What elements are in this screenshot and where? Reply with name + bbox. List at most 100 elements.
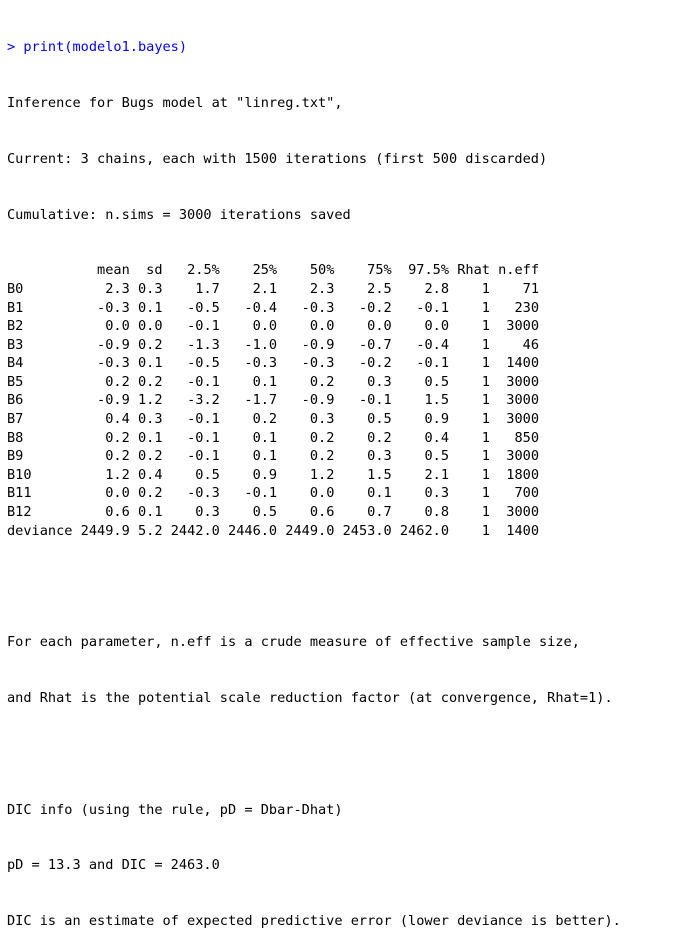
table-row: B7 0.4 0.3 -0.1 0.2 0.3 0.5 0.9 1 3000	[7, 410, 621, 429]
table-cell: 50%	[277, 262, 335, 279]
table-cell: -0.3	[277, 355, 335, 372]
row-label: deviance	[7, 522, 73, 539]
table-cell: -0.9	[72, 392, 130, 409]
table-cell: 0.2	[277, 448, 335, 465]
table-cell: 2.3	[277, 280, 335, 297]
table-cell: -0.2	[334, 355, 392, 372]
table-cell: 2449.9	[72, 522, 130, 539]
table-cell: 850	[489, 429, 540, 446]
table-cell: 0.0	[277, 318, 335, 335]
table-row: B10 1.2 0.4 0.5 0.9 1.2 1.5 2.1 1 1800	[7, 466, 621, 485]
table-cell: 75%	[334, 262, 392, 279]
table-cell: 3000	[489, 318, 540, 335]
table-cell: -0.3	[277, 299, 335, 316]
table-cell: 0.3	[162, 504, 220, 521]
table-cell: 0.2	[72, 448, 130, 465]
table-cell: 0.1	[129, 299, 163, 316]
table-cell: 2.3	[72, 280, 130, 297]
table-cell: 0.3	[334, 448, 392, 465]
table-cell: 1.2	[129, 392, 163, 409]
table-cell: 0.2	[72, 429, 130, 446]
table-cell: 0.0	[72, 318, 130, 335]
table-cell: 1.5	[334, 466, 392, 483]
table-cell: 1	[449, 522, 490, 539]
table-cell: 0.4	[391, 429, 450, 446]
table-cell: 0.5	[391, 448, 450, 465]
table-cell: 1.5	[391, 392, 450, 409]
table-cell: 1	[449, 336, 490, 353]
table-cell: -0.9	[277, 336, 335, 353]
table-cell: 3000	[489, 392, 540, 409]
row-label	[7, 262, 72, 278]
table-cell: mean	[72, 262, 130, 279]
row-label: B9	[7, 448, 73, 465]
table-cell: -3.2	[162, 392, 220, 409]
table-cell: 0.0	[219, 318, 278, 335]
blank-line	[7, 745, 621, 764]
table-cell: 25%	[219, 262, 278, 279]
table-cell: 0.9	[219, 466, 278, 483]
row-label: B12	[7, 504, 73, 521]
table-cell: 0.0	[391, 318, 450, 335]
blank-line	[7, 577, 621, 596]
table-cell: 0.3	[129, 411, 163, 428]
table-cell: 1.2	[277, 466, 335, 483]
table-cell: 1	[449, 373, 490, 390]
table-cell: 0.7	[334, 504, 392, 521]
table-cell: 0.0	[129, 318, 163, 335]
table-cell: -0.1	[162, 318, 220, 335]
table-cell: -0.4	[391, 336, 450, 353]
table-cell: 0.2	[129, 336, 163, 353]
table-cell: 3000	[489, 373, 540, 390]
table-row: B6 -0.9 1.2 -3.2 -1.7 -0.9 -0.1 1.5 1 30…	[7, 391, 621, 410]
row-label: B6	[7, 392, 73, 409]
table-row: deviance 2449.9 5.2 2442.0 2446.0 2449.0…	[7, 522, 621, 541]
table-cell: 1400	[489, 522, 540, 539]
table-cell: 0.5	[334, 411, 392, 428]
table-cell: 0.1	[219, 373, 278, 390]
row-label: B4	[7, 355, 73, 372]
table-cell: 1	[449, 318, 490, 335]
row-label: B3	[7, 336, 73, 353]
table-cell: -0.1	[162, 411, 220, 428]
table-row: B9 0.2 0.2 -0.1 0.1 0.2 0.3 0.5 1 3000	[7, 447, 621, 466]
console-prompt-command[interactable]: > print(modelo1.bayes)	[7, 39, 188, 56]
table-row: B1 -0.3 0.1 -0.5 -0.4 -0.3 -0.2 -0.1 1 2…	[7, 299, 621, 318]
table-cell: 3000	[489, 504, 540, 521]
table-cell: 0.0	[334, 318, 392, 335]
table-cell: 0.1	[219, 448, 278, 465]
table-cell: -0.5	[162, 299, 220, 316]
table-cell: 0.5	[219, 504, 278, 521]
row-label: B5	[7, 373, 73, 390]
table-row: B5 0.2 0.2 -0.1 0.1 0.2 0.3 0.5 1 3000	[7, 373, 621, 392]
table-cell: 3000	[489, 411, 540, 428]
table-cell: 97.5%	[391, 262, 450, 279]
table-cell: -0.1	[162, 429, 220, 446]
cumulative-sims-line: Cumulative: n.sims = 3000 iterations sav…	[7, 206, 351, 223]
table-cell: 1	[449, 411, 490, 428]
table-cell: -0.1	[162, 373, 220, 390]
table-cell: 0.6	[72, 504, 130, 521]
table-cell: 1	[449, 355, 490, 372]
table-cell: 0.1	[219, 429, 278, 446]
summary-table: mean sd 2.5% 25% 50% 75% 97.5% Rhat n.ef…	[7, 261, 621, 540]
table-cell: 46	[489, 336, 540, 353]
table-cell: -0.1	[162, 448, 220, 465]
table-cell: -0.5	[162, 355, 220, 372]
table-cell: 0.3	[334, 373, 392, 390]
inference-header-line: Inference for Bugs model at "linreg.txt"…	[7, 94, 343, 111]
table-cell: 2449.0	[277, 522, 335, 539]
table-cell: 1.7	[162, 280, 220, 297]
table-cell: -0.3	[72, 299, 130, 316]
table-cell: -0.3	[219, 355, 278, 372]
table-cell: 0.9	[391, 411, 450, 428]
rhat-note-line: and Rhat is the potential scale reductio…	[7, 689, 613, 706]
table-cell: 5.2	[129, 522, 163, 539]
table-cell: 0.2	[129, 448, 163, 465]
table-cell: 0.5	[391, 373, 450, 390]
r-console-output: > print(modelo1.bayes) Inference for Bug…	[7, 1, 621, 949]
dic-info-line: DIC info (using the rule, pD = Dbar-Dhat…	[7, 801, 343, 818]
table-cell: 0.1	[129, 355, 163, 372]
table-cell: 1	[449, 429, 490, 446]
table-cell: 2.8	[391, 280, 450, 297]
